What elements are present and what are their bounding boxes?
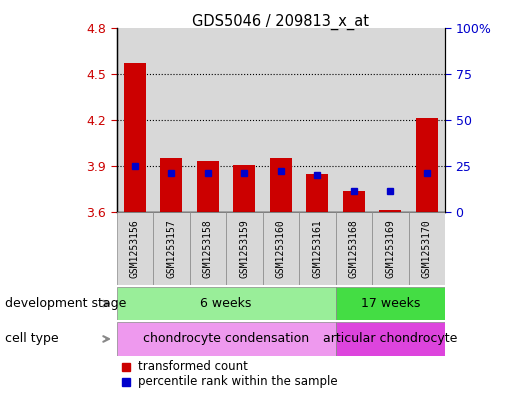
Bar bbox=[117, 322, 335, 356]
Text: percentile rank within the sample: percentile rank within the sample bbox=[138, 375, 338, 388]
Text: GSM1253168: GSM1253168 bbox=[349, 219, 359, 278]
Text: GSM1253161: GSM1253161 bbox=[312, 219, 322, 278]
Text: GSM1253159: GSM1253159 bbox=[240, 219, 250, 278]
Bar bbox=[117, 28, 153, 212]
Bar bbox=[409, 28, 445, 212]
Bar bbox=[299, 28, 335, 212]
Bar bbox=[226, 212, 263, 285]
Bar bbox=[335, 28, 372, 212]
Bar bbox=[409, 212, 445, 285]
Bar bbox=[124, 63, 146, 212]
Text: GSM1253158: GSM1253158 bbox=[203, 219, 213, 278]
Bar bbox=[117, 287, 335, 320]
Text: GSM1253169: GSM1253169 bbox=[385, 219, 395, 278]
Bar bbox=[372, 28, 409, 212]
Text: articular chondrocyte: articular chondrocyte bbox=[323, 332, 457, 345]
Bar bbox=[117, 212, 153, 285]
Bar bbox=[153, 28, 190, 212]
Bar bbox=[161, 158, 182, 212]
Bar bbox=[416, 118, 438, 212]
Bar bbox=[190, 212, 226, 285]
Bar bbox=[117, 28, 153, 212]
Bar bbox=[372, 28, 409, 212]
Bar bbox=[409, 28, 445, 212]
Bar bbox=[335, 212, 372, 285]
Bar bbox=[270, 158, 292, 212]
Bar bbox=[299, 28, 335, 212]
Text: transformed count: transformed count bbox=[138, 360, 248, 373]
Bar bbox=[226, 28, 263, 212]
Text: GSM1253157: GSM1253157 bbox=[166, 219, 176, 278]
Bar bbox=[335, 287, 445, 320]
Bar bbox=[372, 212, 409, 285]
Bar bbox=[335, 322, 445, 356]
Text: GSM1253170: GSM1253170 bbox=[422, 219, 432, 278]
Bar bbox=[379, 210, 401, 212]
Text: GSM1253156: GSM1253156 bbox=[130, 219, 140, 278]
Bar bbox=[343, 191, 365, 212]
Bar bbox=[335, 28, 372, 212]
Bar bbox=[190, 28, 226, 212]
Text: GDS5046 / 209813_x_at: GDS5046 / 209813_x_at bbox=[192, 14, 369, 30]
Bar bbox=[153, 28, 190, 212]
Text: chondrocyte condensation: chondrocyte condensation bbox=[143, 332, 309, 345]
Text: development stage: development stage bbox=[5, 297, 127, 310]
Text: cell type: cell type bbox=[5, 332, 59, 345]
Text: 6 weeks: 6 weeks bbox=[200, 297, 252, 310]
Bar bbox=[263, 28, 299, 212]
Bar bbox=[153, 212, 190, 285]
Bar bbox=[226, 28, 263, 212]
Text: GSM1253160: GSM1253160 bbox=[276, 219, 286, 278]
Bar bbox=[306, 174, 329, 212]
Bar bbox=[233, 165, 255, 212]
Bar bbox=[263, 212, 299, 285]
Text: 17 weeks: 17 weeks bbox=[361, 297, 420, 310]
Bar bbox=[190, 28, 226, 212]
Bar bbox=[263, 28, 299, 212]
Bar bbox=[197, 162, 219, 212]
Bar bbox=[299, 212, 335, 285]
